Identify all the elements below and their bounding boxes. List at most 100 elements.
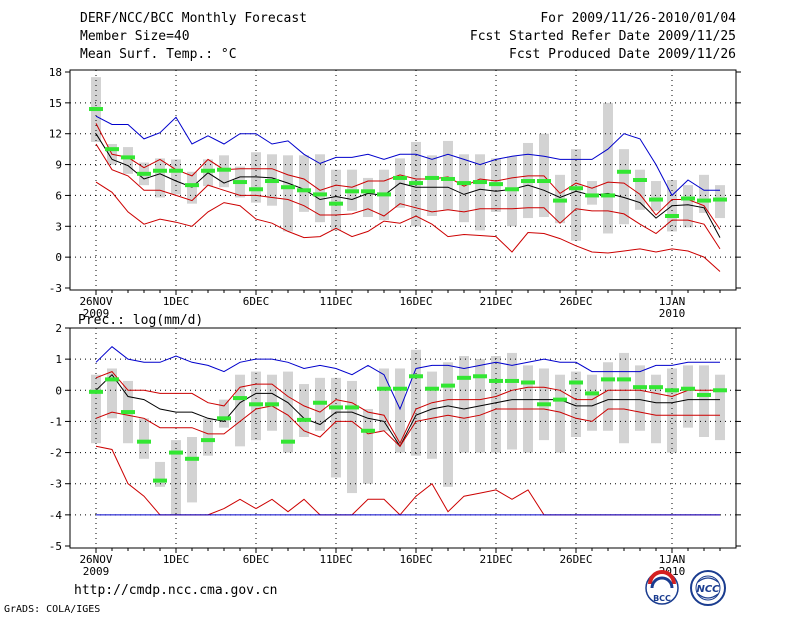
box-day-23	[459, 356, 469, 453]
median-mark	[617, 377, 631, 382]
median-mark	[265, 179, 279, 184]
median-mark	[649, 197, 663, 202]
median-mark	[233, 180, 247, 185]
median-mark	[649, 385, 663, 390]
median-mark	[313, 400, 327, 405]
source-url[interactable]: http://cmdp.ncc.cma.gov.cn	[74, 583, 278, 598]
median-mark	[169, 450, 183, 455]
y-tick-label: 12	[49, 128, 62, 141]
bcc-ncc-logos: BCC NCC	[645, 570, 726, 606]
median-mark	[425, 175, 439, 180]
x-tick-label: 21DEC	[479, 553, 512, 566]
box-day-7	[203, 418, 213, 456]
median-mark	[249, 402, 263, 407]
box-day-5	[171, 440, 181, 515]
median-mark	[665, 214, 679, 218]
box-day-21	[427, 371, 437, 459]
y-tick-label: -3	[49, 282, 62, 295]
x-tick-label: 11DEC	[319, 553, 352, 566]
series-line-p10	[95, 405, 720, 448]
median-mark	[633, 385, 647, 390]
y-tick-label: 0	[55, 384, 62, 397]
x-tick-label: 26DEC	[559, 295, 592, 308]
median-mark	[617, 169, 631, 174]
box-day-38	[699, 365, 709, 437]
box-day-20	[411, 349, 421, 456]
box-day-12	[283, 371, 293, 453]
median-mark	[681, 386, 695, 391]
x-tick-label: 6DEC	[243, 295, 270, 308]
box-day-31	[587, 374, 597, 431]
median-mark	[153, 168, 167, 173]
box-day-13	[299, 155, 309, 212]
y-tick-label: -5	[49, 540, 62, 553]
median-mark	[297, 417, 311, 422]
box-day-10	[251, 152, 261, 203]
median-mark	[105, 147, 119, 152]
median-mark	[249, 187, 263, 192]
box-day-30	[571, 371, 581, 437]
median-mark	[457, 375, 471, 380]
box-day-34	[635, 169, 645, 210]
median-mark	[361, 189, 375, 194]
series-line-mean	[95, 373, 720, 448]
box-day-12	[283, 155, 293, 232]
series-line-mean	[95, 133, 721, 238]
median-mark	[553, 397, 567, 402]
box-day-3	[139, 418, 149, 459]
median-mark	[361, 428, 375, 433]
median-mark	[281, 185, 295, 190]
y-tick-label: 6	[55, 189, 62, 202]
x-tick-year: 2010	[659, 307, 686, 320]
box-day-18	[379, 368, 389, 431]
x-tick-year: 2009	[83, 307, 110, 320]
y-tick-label: -2	[49, 447, 62, 460]
median-mark	[585, 193, 599, 198]
median-mark	[425, 386, 439, 391]
box-day-23	[459, 154, 469, 223]
box-day-5	[171, 159, 181, 195]
x-tick-label: 26DEC	[559, 553, 592, 566]
box-day-29	[555, 374, 565, 453]
box-day-37	[683, 365, 693, 428]
x-tick-label: 1DEC	[163, 553, 190, 566]
box-day-8	[219, 399, 229, 428]
median-mark	[137, 439, 151, 444]
median-mark	[153, 478, 167, 483]
x-tick-label: 16DEC	[399, 553, 432, 566]
median-mark	[281, 439, 295, 444]
series-line-max	[95, 346, 720, 411]
y-tick-label: 1	[55, 353, 62, 366]
y-tick-label: 18	[49, 66, 62, 79]
box-day-39	[715, 185, 725, 219]
box-day-31	[587, 181, 597, 205]
y-tick-label: 15	[49, 97, 62, 110]
median-mark	[233, 396, 247, 401]
box-day-17	[363, 408, 373, 484]
median-mark	[585, 391, 599, 396]
median-mark	[569, 186, 583, 191]
median-mark	[505, 378, 519, 383]
median-mark	[121, 410, 135, 415]
box-day-9	[235, 374, 245, 447]
median-mark	[713, 197, 727, 202]
median-mark	[601, 377, 615, 382]
ncc-logo-icon: NCC	[690, 570, 726, 606]
box-day-4	[155, 158, 165, 198]
plot-frame	[69, 69, 737, 291]
median-mark	[521, 380, 535, 385]
box-day-26	[507, 156, 517, 227]
median-mark	[89, 389, 103, 394]
y-tick-label: 0	[55, 251, 62, 264]
svg-text:BCC: BCC	[653, 594, 671, 603]
box-day-36	[667, 368, 677, 453]
x-tick-label: 1JAN	[659, 553, 686, 566]
median-mark	[137, 171, 151, 176]
median-mark	[329, 201, 343, 206]
median-mark	[201, 168, 215, 173]
box-day-38	[699, 174, 709, 213]
box-day-2	[123, 147, 133, 174]
